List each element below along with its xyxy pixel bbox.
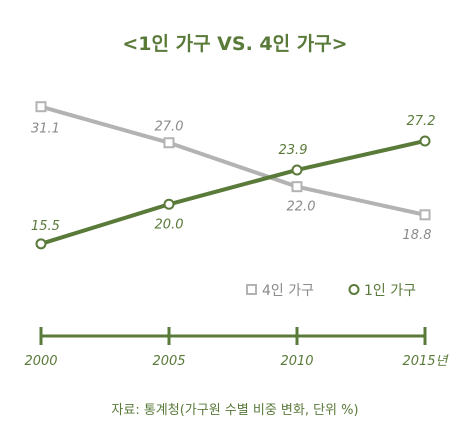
x-tick-label-2000: 2000 bbox=[24, 354, 57, 369]
data-point-4person-2015 bbox=[419, 209, 431, 221]
data-label-1person-2005: 20.0 bbox=[155, 217, 184, 232]
x-tick-label-2015: 2015년 bbox=[402, 354, 449, 369]
series-line-1person bbox=[39, 138, 427, 246]
legend-label-4person: 4인 가구 bbox=[262, 283, 314, 299]
data-point-1person-2015 bbox=[419, 135, 431, 147]
data-point-1person-2000 bbox=[35, 238, 47, 250]
data-label-1person-2010: 23.9 bbox=[279, 143, 308, 158]
x-tick-label-2005: 2005 bbox=[152, 354, 185, 369]
data-point-4person-2005 bbox=[163, 137, 175, 149]
legend-label-1person: 1인 가구 bbox=[364, 283, 416, 299]
data-point-4person-2000 bbox=[35, 101, 47, 113]
chart-title: <1인 가구 VS. 4인 가구> bbox=[122, 33, 347, 55]
data-label-4person-2015: 18.8 bbox=[403, 228, 432, 243]
data-point-4person-2010 bbox=[291, 181, 303, 193]
legend-square-marker bbox=[246, 284, 257, 295]
data-label-layer: 31.1 27.0 22.0 18.8 15.5 20.0 23.9 27.2 bbox=[31, 114, 435, 243]
x-axis: 2000 2005 2010 2015년 bbox=[24, 327, 450, 369]
data-label-4person-2000: 31.1 bbox=[31, 122, 60, 137]
legend: 4인 가구 1인 가구 bbox=[246, 283, 416, 299]
data-label-1person-2000: 15.5 bbox=[31, 219, 60, 234]
series-layer bbox=[35, 101, 431, 250]
data-point-1person-2010 bbox=[291, 164, 303, 176]
legend-circle-marker bbox=[348, 284, 360, 295]
series-line-4person bbox=[39, 104, 427, 217]
data-point-1person-2005 bbox=[163, 198, 175, 210]
data-label-1person-2015: 27.2 bbox=[407, 114, 436, 129]
data-label-4person-2010: 22.0 bbox=[287, 200, 316, 215]
x-tick-label-2010: 2010 bbox=[280, 354, 313, 369]
source-note: 자료: 통계청(가구원 수별 비중 변화, 단위 %) bbox=[111, 403, 358, 418]
data-label-4person-2005: 27.0 bbox=[155, 120, 184, 135]
